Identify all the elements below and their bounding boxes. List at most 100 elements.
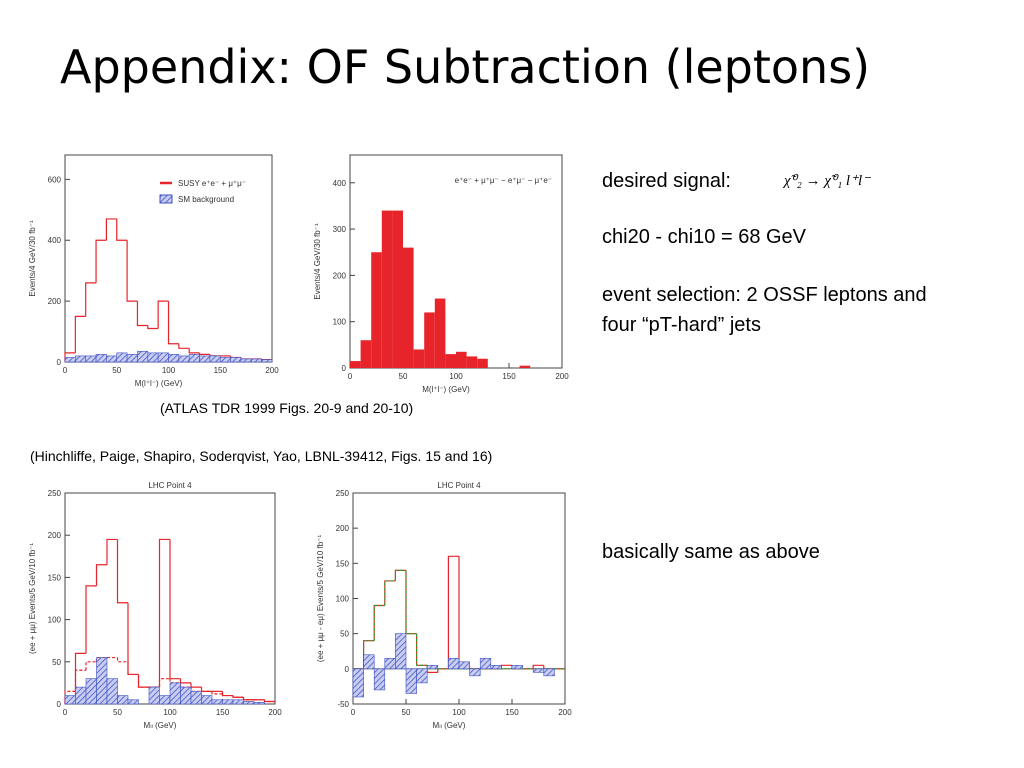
hist-bar: [519, 365, 531, 368]
y-tick-label: 250: [48, 489, 62, 498]
hist-bar: [511, 665, 523, 670]
y-axis-label: Events/4 GeV/30 fb⁻¹: [28, 220, 37, 297]
hist-step: [74, 315, 86, 353]
hist-bar: [477, 358, 488, 368]
hist-bar: [188, 354, 200, 363]
hist-bar: [392, 210, 403, 368]
hist-step: [116, 218, 128, 241]
hist-bar: [201, 695, 213, 705]
hist-bar: [243, 701, 255, 705]
y-tick-label: 0: [345, 665, 350, 674]
hist-bar: [445, 354, 456, 368]
hist-step: [95, 239, 107, 283]
y-tick-label: 200: [48, 531, 62, 540]
y-tick-label: 0: [57, 358, 62, 367]
x-tick-label: 0: [351, 708, 356, 717]
x-axis-label: M(l⁺l⁻) (GeV): [422, 385, 470, 394]
y-tick-label: 200: [336, 524, 350, 533]
y-tick-label: 150: [336, 559, 350, 568]
hist-bar: [232, 699, 244, 705]
hist-bar: [85, 678, 97, 705]
x-axis-label: Mₗₗ (GeV): [433, 721, 466, 730]
hist-bar: [209, 355, 221, 363]
hist-bar: [395, 633, 407, 670]
x-tick-label: 50: [113, 708, 122, 717]
hist-bar: [371, 252, 382, 368]
y-tick-label: 200: [333, 271, 347, 280]
x-axis-label: M(l⁺l⁻) (GeV): [135, 379, 183, 388]
y-tick-label: 50: [340, 630, 349, 639]
hist-bar: [458, 661, 470, 670]
x-tick-label: 150: [505, 708, 519, 717]
hist-step: [127, 661, 139, 676]
hist-step: [532, 664, 544, 669]
hist-step: [85, 282, 97, 317]
hist-bar: [352, 668, 364, 698]
hist-bar: [75, 355, 86, 363]
hist-bar: [116, 352, 128, 363]
hist-bar: [240, 358, 252, 363]
x-tick-label: 0: [63, 366, 68, 375]
x-tick-label: 0: [348, 372, 353, 381]
y-tick-label: 150: [48, 573, 62, 582]
chart-title: LHC Point 4: [437, 481, 481, 490]
hist-step: [85, 661, 97, 671]
hist-bar: [363, 654, 375, 670]
note: event selection: 2 OSSF leptons and four…: [602, 284, 927, 336]
hist-step: [416, 633, 428, 666]
y-axis-label: Events/4 GeV/30 fb⁻¹: [313, 223, 322, 300]
hist-bar: [384, 657, 396, 670]
hist-bar: [137, 351, 149, 363]
hist-bar: [127, 699, 139, 705]
hist-step: [221, 693, 233, 697]
note: desired signal:: [602, 170, 731, 192]
hist-step: [95, 564, 107, 586]
hist-bar: [96, 657, 108, 705]
hist-bar: [448, 657, 460, 670]
hist-bar: [403, 247, 414, 368]
hist-bar: [64, 357, 76, 363]
chart-title: LHC Point 4: [148, 481, 192, 490]
hist-bar: [106, 678, 118, 705]
x-tick-label: 200: [555, 372, 569, 381]
hist-step: [447, 555, 459, 669]
y-tick-label: 200: [48, 297, 62, 306]
hist-bar: [117, 695, 129, 705]
y-tick-label: 50: [52, 658, 61, 667]
caption: (ATLAS TDR 1999 Figs. 20-9 and 20-10): [160, 400, 414, 416]
hist-step: [384, 580, 396, 606]
hist-bar: [469, 668, 481, 677]
x-tick-label: 100: [452, 708, 466, 717]
y-tick-label: 0: [57, 700, 62, 709]
hist-step: [263, 699, 275, 703]
hist-step: [116, 539, 128, 604]
hist-step: [405, 570, 417, 635]
hist-bar: [434, 298, 446, 368]
hist-bar: [490, 665, 502, 670]
x-tick-label: 200: [268, 708, 282, 717]
slide-title: Appendix: OF Subtraction (leptons): [60, 40, 871, 94]
y-tick-label: 250: [336, 489, 350, 498]
x-tick-label: 100: [162, 366, 176, 375]
x-axis-label: Mₗₗ (GeV): [144, 721, 177, 730]
hist-bar: [230, 357, 242, 363]
hist-bar: [157, 352, 169, 363]
y-tick-label: 100: [336, 595, 350, 604]
hist-bar: [416, 668, 428, 684]
hist-bar: [85, 355, 97, 363]
hist-bar: [75, 686, 87, 705]
y-axis-label: (ee + μμ) Events/5 GeV/10 fb⁻¹: [28, 543, 37, 654]
hist-step: [188, 348, 200, 354]
y-tick-label: 400: [48, 236, 62, 245]
y-tick-label: 0: [342, 364, 347, 373]
hist-bar: [222, 699, 234, 705]
x-tick-label: 150: [214, 366, 228, 375]
hist-step: [126, 240, 138, 302]
hist-bar: [426, 665, 439, 670]
hist-step: [157, 300, 169, 329]
hist-step: [74, 669, 86, 692]
hist-bar: [126, 354, 138, 363]
x-tick-label: 200: [558, 708, 572, 717]
hist-bar: [543, 668, 555, 677]
